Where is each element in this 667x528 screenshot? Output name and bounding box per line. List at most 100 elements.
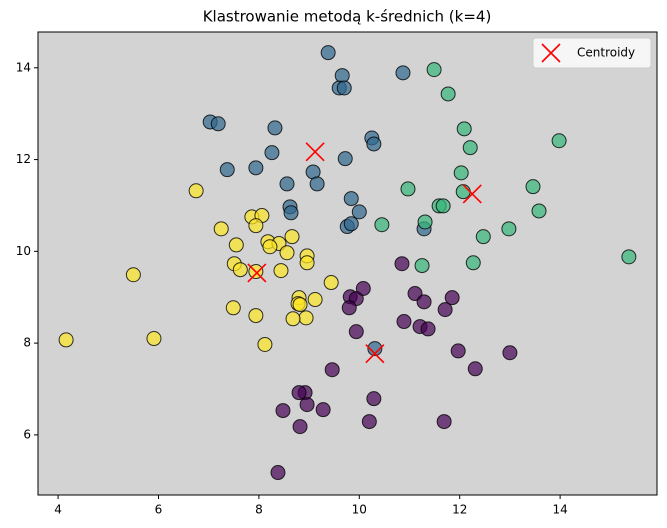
point bbox=[437, 302, 453, 318]
plot-area bbox=[38, 32, 657, 495]
centroid bbox=[365, 344, 385, 364]
point bbox=[525, 179, 541, 195]
point bbox=[475, 229, 491, 245]
point bbox=[417, 214, 433, 230]
centroid bbox=[247, 263, 267, 283]
point bbox=[264, 145, 280, 161]
point bbox=[395, 65, 411, 81]
point bbox=[309, 176, 325, 192]
point bbox=[210, 116, 226, 132]
point bbox=[292, 297, 308, 313]
x-tick-label: 4 bbox=[54, 503, 62, 517]
y-tick-label: 6 bbox=[23, 427, 31, 441]
point bbox=[531, 203, 547, 219]
point bbox=[502, 345, 518, 361]
point bbox=[501, 221, 517, 237]
point bbox=[462, 140, 478, 156]
point bbox=[341, 300, 357, 316]
point bbox=[320, 45, 336, 61]
point bbox=[307, 292, 323, 308]
point bbox=[125, 267, 141, 283]
x-tick-label: 10 bbox=[352, 503, 367, 517]
point bbox=[248, 160, 264, 176]
point bbox=[414, 258, 430, 274]
legend-marker bbox=[541, 43, 561, 63]
point bbox=[232, 262, 248, 278]
point bbox=[343, 191, 359, 207]
point bbox=[248, 218, 264, 234]
point bbox=[343, 216, 359, 232]
point bbox=[273, 263, 289, 279]
point bbox=[366, 391, 382, 407]
point bbox=[467, 361, 483, 377]
y-tick-label: 14 bbox=[16, 60, 31, 74]
point bbox=[262, 239, 278, 255]
point bbox=[299, 255, 315, 271]
point bbox=[283, 205, 299, 221]
point bbox=[436, 414, 452, 430]
point bbox=[621, 249, 637, 265]
point bbox=[298, 310, 314, 326]
centroid bbox=[305, 142, 325, 162]
point bbox=[366, 136, 382, 152]
point bbox=[361, 414, 377, 430]
point bbox=[219, 162, 235, 178]
point bbox=[450, 343, 466, 359]
point bbox=[394, 256, 410, 272]
point bbox=[334, 68, 350, 84]
x-tick-label: 12 bbox=[452, 503, 467, 517]
point bbox=[351, 204, 367, 220]
y-tick-label: 10 bbox=[16, 244, 31, 258]
y-tick-label: 12 bbox=[16, 152, 31, 166]
point bbox=[257, 336, 273, 352]
point bbox=[270, 465, 286, 481]
point bbox=[435, 198, 451, 214]
point bbox=[465, 255, 481, 271]
point bbox=[455, 184, 471, 200]
point bbox=[279, 176, 295, 192]
point bbox=[188, 183, 204, 199]
point bbox=[323, 275, 339, 291]
point bbox=[444, 290, 460, 306]
point bbox=[213, 221, 229, 237]
point bbox=[275, 403, 291, 419]
x-tick-label: 8 bbox=[255, 503, 263, 517]
point bbox=[228, 237, 244, 253]
point bbox=[248, 308, 264, 324]
point bbox=[396, 314, 412, 330]
point bbox=[284, 229, 300, 245]
point bbox=[355, 281, 371, 297]
point bbox=[267, 120, 283, 136]
point bbox=[336, 80, 352, 96]
point bbox=[367, 341, 383, 357]
centroid bbox=[462, 184, 482, 204]
point bbox=[146, 331, 162, 347]
y-tick-label: 8 bbox=[23, 336, 31, 350]
point bbox=[225, 300, 241, 316]
point bbox=[420, 321, 436, 337]
point bbox=[426, 62, 442, 78]
point bbox=[551, 133, 567, 149]
point bbox=[453, 165, 469, 181]
point bbox=[58, 332, 74, 348]
point bbox=[279, 245, 295, 261]
legend-box bbox=[532, 37, 652, 69]
point bbox=[292, 419, 308, 435]
point bbox=[456, 121, 472, 137]
point bbox=[416, 294, 432, 310]
point bbox=[299, 397, 315, 413]
legend: Centroidy bbox=[532, 37, 652, 69]
point bbox=[400, 181, 416, 197]
chart-title: Klastrowanie metodą k-średnich (k=4) bbox=[203, 8, 492, 26]
point bbox=[374, 217, 390, 233]
x-tick-label: 6 bbox=[155, 503, 163, 517]
x-tick-label: 14 bbox=[552, 503, 567, 517]
point bbox=[315, 402, 331, 418]
legend-label: Centroidy bbox=[577, 46, 635, 60]
point bbox=[440, 86, 456, 102]
point bbox=[324, 362, 340, 378]
point bbox=[337, 151, 353, 167]
point bbox=[285, 311, 301, 327]
plot-frame bbox=[37, 31, 658, 496]
